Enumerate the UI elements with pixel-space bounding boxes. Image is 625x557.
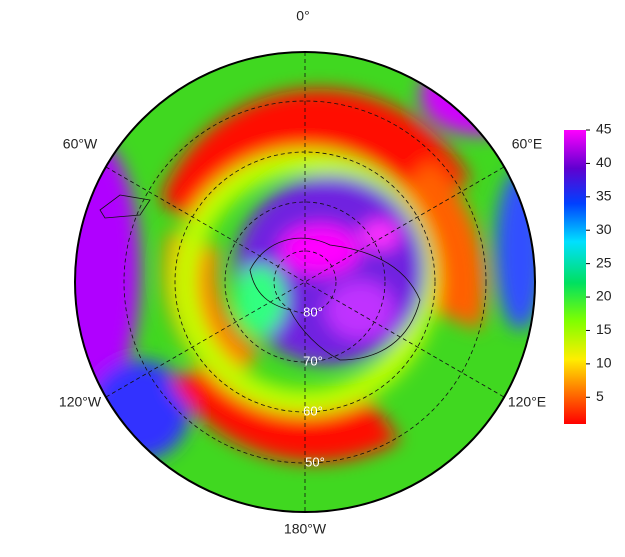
- lon-label: 120°E: [508, 394, 546, 410]
- lon-label: 120°W: [59, 394, 102, 410]
- colorbar-tick-label: 25: [596, 254, 612, 270]
- colorbar-tick-label: 5: [596, 388, 604, 404]
- colorbar-tick-label: 20: [596, 288, 612, 304]
- lon-label: 60°W: [63, 136, 98, 152]
- lon-label: 180°W: [284, 521, 327, 537]
- lat-label: 60°: [303, 403, 323, 418]
- colorbar-tick-label: 35: [596, 188, 612, 204]
- lat-label: 80°: [303, 304, 323, 319]
- lat-label: 70°: [303, 353, 323, 368]
- graticule: [105, 52, 505, 512]
- lat-label: 50°: [305, 454, 325, 469]
- lon-label: 0°: [296, 8, 309, 24]
- colorbar: [564, 130, 586, 424]
- colorbar-tick-label: 10: [596, 355, 612, 371]
- colorbar-tick-label: 45: [596, 121, 612, 137]
- lon-label: 60°E: [512, 136, 543, 152]
- colorbar-tick-label: 15: [596, 321, 612, 337]
- map-border: [74, 51, 536, 513]
- colorbar-tick-label: 30: [596, 221, 612, 237]
- colorbar-tick-label: 40: [596, 154, 612, 170]
